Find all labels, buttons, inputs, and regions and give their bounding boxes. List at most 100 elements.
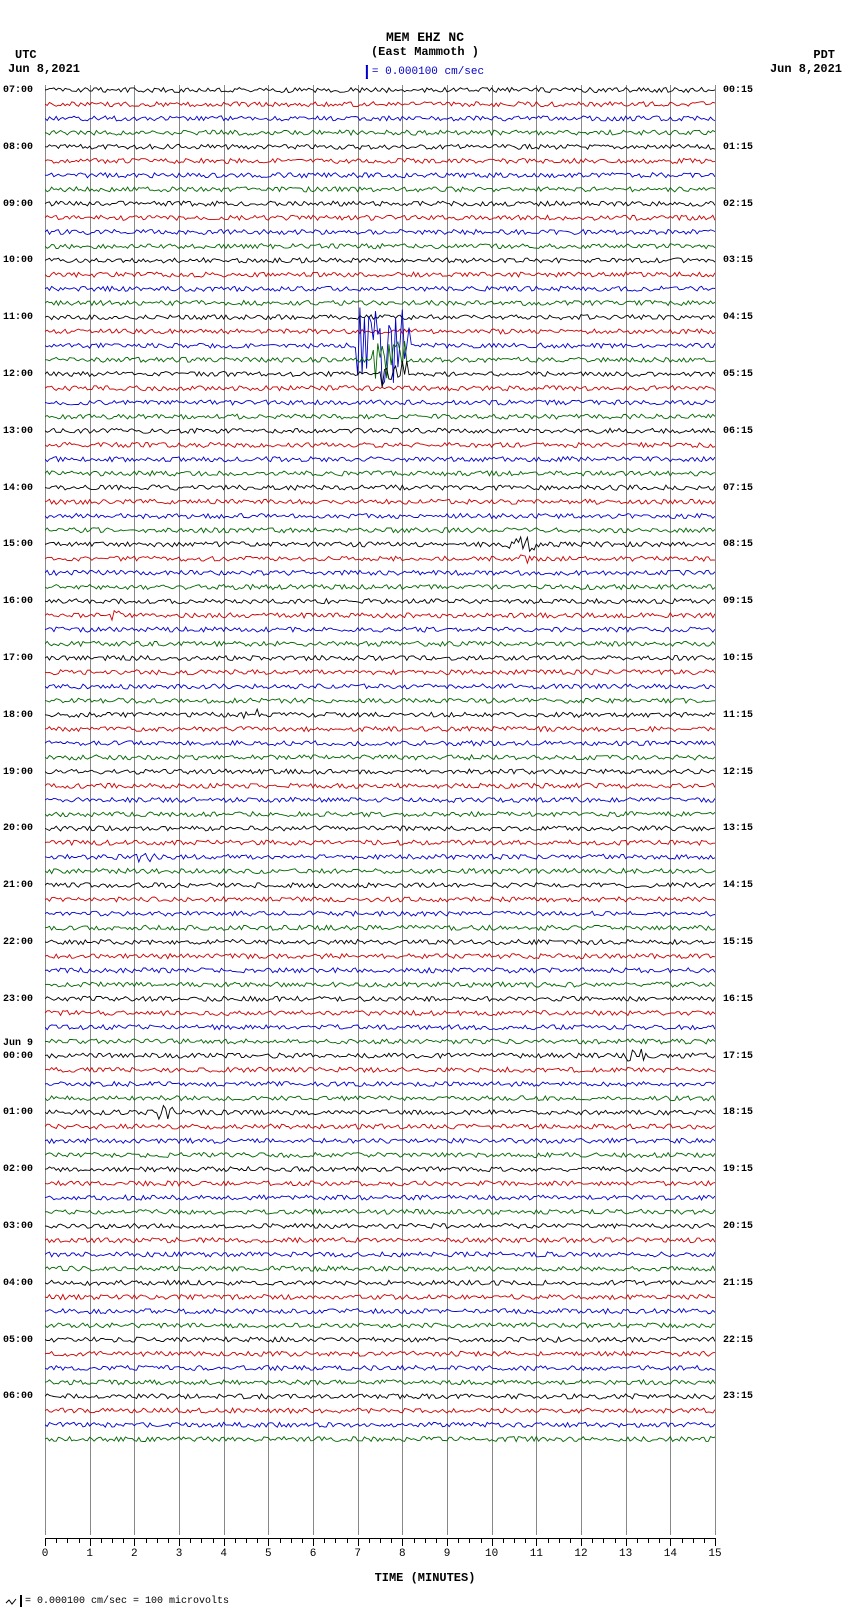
seismic-trace <box>45 272 715 277</box>
x-tick-label: 3 <box>176 1548 183 1560</box>
seismic-trace <box>45 1039 715 1044</box>
utc-hour-label: 01:00 <box>3 1107 33 1118</box>
pdt-hour-label: 23:15 <box>723 1391 753 1402</box>
seismic-trace <box>45 1252 715 1257</box>
station-name: (East Mammoth ) <box>0 45 850 59</box>
seismic-trace <box>45 741 715 746</box>
seismic-trace <box>45 361 715 388</box>
seismic-trace <box>45 144 715 149</box>
x-tick <box>581 1538 582 1546</box>
x-tick <box>90 1538 91 1546</box>
utc-hour-label: 21:00 <box>3 880 33 891</box>
utc-hour-label: 18:00 <box>3 710 33 721</box>
x-tick-label: 1 <box>86 1548 93 1560</box>
seismic-trace <box>45 954 715 959</box>
seismogram-traces <box>45 85 715 1535</box>
seismic-trace <box>45 1181 715 1186</box>
pdt-hour-label: 15:15 <box>723 937 753 948</box>
seismic-trace <box>45 116 715 121</box>
seismic-trace <box>45 570 715 575</box>
pdt-hour-label: 02:15 <box>723 199 753 210</box>
seismic-trace <box>45 798 715 803</box>
seismic-trace <box>45 1025 715 1030</box>
seismic-trace <box>45 1082 715 1087</box>
seismic-trace <box>45 755 715 760</box>
seismic-trace <box>45 386 715 391</box>
pdt-hour-label: 03:15 <box>723 255 753 266</box>
seismic-trace <box>45 159 715 164</box>
pdt-hour-label: 04:15 <box>723 312 753 323</box>
seismic-trace <box>45 1209 715 1214</box>
x-tick <box>715 1538 716 1546</box>
seismic-trace <box>45 1195 715 1200</box>
seismic-trace <box>45 925 715 930</box>
seismic-trace <box>45 428 715 433</box>
footer-scale: = 0.000100 cm/sec = 100 microvolts <box>5 1595 229 1607</box>
utc-hour-label: 02:00 <box>3 1164 33 1175</box>
utc-hour-label: 03:00 <box>3 1221 33 1232</box>
seismic-trace <box>45 230 715 235</box>
utc-day-change: Jun 9 <box>3 1038 33 1049</box>
x-tick-label: 14 <box>664 1548 677 1560</box>
scale-indicator: = 0.000100 cm/sec <box>366 65 484 79</box>
utc-hour-label: 00:00 <box>3 1051 33 1062</box>
utc-hour-label: 22:00 <box>3 937 33 948</box>
utc-hour-label: 14:00 <box>3 483 33 494</box>
seismic-trace <box>45 670 715 675</box>
seismic-trace <box>45 1224 715 1229</box>
x-tick-label: 10 <box>485 1548 498 1560</box>
pdt-hour-label: 19:15 <box>723 1164 753 1175</box>
x-tick <box>268 1538 269 1546</box>
pdt-hour-label: 11:15 <box>723 710 753 721</box>
scale-value: = 0.000100 cm/sec <box>372 66 484 78</box>
seismic-trace <box>45 656 715 661</box>
utc-hour-label: 11:00 <box>3 312 33 323</box>
pdt-hour-label: 09:15 <box>723 596 753 607</box>
seismic-trace <box>45 201 715 206</box>
x-tick-label: 15 <box>708 1548 721 1560</box>
seismic-trace <box>45 982 715 987</box>
x-tick <box>670 1538 671 1546</box>
seismic-trace <box>45 443 715 448</box>
seismic-trace <box>45 187 715 192</box>
seismic-trace <box>45 537 715 551</box>
seismic-trace <box>45 1124 715 1129</box>
seismic-trace <box>45 1408 715 1413</box>
seismic-trace <box>45 88 715 93</box>
x-tick-label: 11 <box>530 1548 543 1560</box>
pdt-hour-label: 08:15 <box>723 539 753 550</box>
pdt-hour-label: 10:15 <box>723 653 753 664</box>
seismic-trace <box>45 684 715 689</box>
seismic-trace <box>45 585 715 590</box>
pdt-hour-label: 16:15 <box>723 994 753 1005</box>
pdt-hour-label: 05:15 <box>723 369 753 380</box>
seismic-trace <box>45 854 715 863</box>
seismic-trace <box>45 499 715 504</box>
x-tick-label: 12 <box>574 1548 587 1560</box>
station-code: MEM EHZ NC <box>0 30 850 45</box>
seismic-trace <box>45 599 715 604</box>
seismic-trace <box>45 286 715 291</box>
seismic-trace <box>45 514 715 519</box>
seismic-trace <box>45 1422 715 1427</box>
x-axis-title: TIME (MINUTES) <box>0 1571 850 1585</box>
seismic-trace <box>45 1394 715 1399</box>
seismic-trace <box>45 968 715 973</box>
x-tick-label: 4 <box>220 1548 227 1560</box>
seismogram-plot: 07:0000:1508:0001:1509:0002:1510:0003:15… <box>45 85 715 1535</box>
seismic-trace <box>45 130 715 135</box>
seismic-trace <box>45 727 715 732</box>
x-tick-label: 0 <box>42 1548 49 1560</box>
pdt-hour-label: 14:15 <box>723 880 753 891</box>
tz-left-label: UTC <box>15 48 37 62</box>
seismic-trace <box>45 1337 715 1342</box>
x-tick <box>358 1538 359 1546</box>
pdt-hour-label: 07:15 <box>723 483 753 494</box>
seismic-trace <box>45 528 715 533</box>
seismic-trace <box>45 1309 715 1314</box>
x-tick <box>626 1538 627 1546</box>
pdt-hour-label: 17:15 <box>723 1051 753 1062</box>
seismic-trace <box>45 1153 715 1158</box>
seismic-trace <box>45 1167 715 1172</box>
seismic-trace <box>45 1351 715 1356</box>
